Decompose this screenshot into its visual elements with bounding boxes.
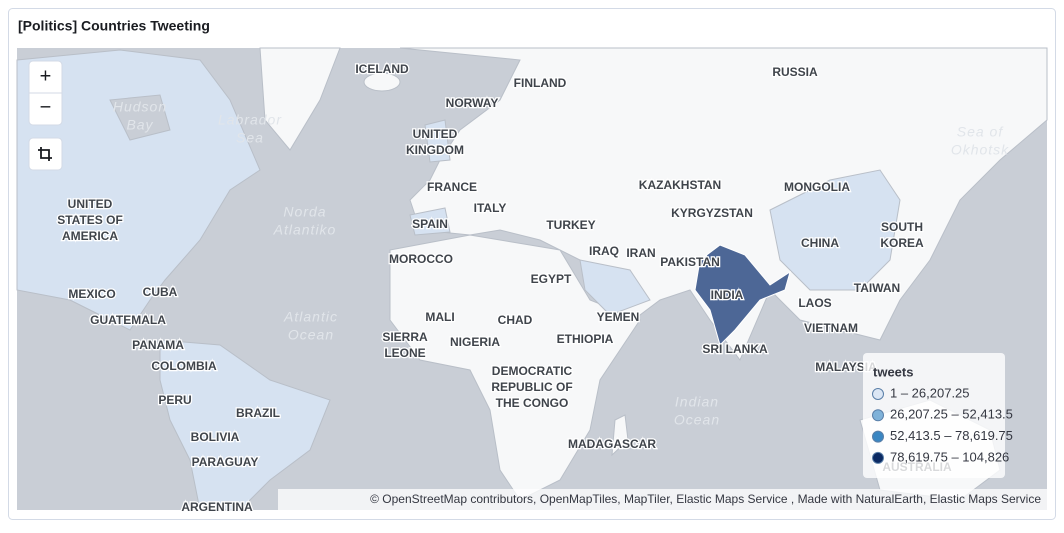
country-label: THE CONGO [496, 396, 569, 410]
zoom-controls: + − [28, 60, 63, 171]
country-label: LAOS [798, 296, 831, 310]
country-label: FRANCE [427, 180, 477, 194]
map-labels: Hudson Bay Labrador Sea Sea of Okhotsk Norda At… [56, 61, 1009, 516]
legend-swatch [872, 388, 884, 400]
country-label: MOROCCO [389, 252, 453, 266]
crop-icon [38, 147, 52, 161]
country-label: COLOMBIA [151, 359, 217, 373]
panel-title: [Politics] Countries Tweeting [18, 18, 210, 34]
country-label: CHINA [801, 236, 839, 250]
water-label: Sea [236, 130, 264, 146]
country-label: TURKEY [546, 218, 595, 232]
legend-label: 78,619.75 – 104,826 [890, 449, 1009, 464]
zoom-in-button[interactable]: + [40, 65, 52, 87]
country-label: STATES OF [57, 213, 123, 227]
country-label: EGYPT [531, 272, 572, 286]
legend-title: tweets [873, 364, 913, 379]
country-label: GUATEMALA [90, 313, 166, 327]
country-label: LEONE [384, 346, 425, 360]
water-label: Atlantiko [273, 222, 337, 238]
legend-swatch [872, 409, 884, 422]
country-label: NORWAY [446, 96, 499, 110]
legend-label: 26,207.25 – 52,413.5 [890, 407, 1013, 422]
water-label: Sea of [957, 124, 1005, 140]
country-label: TAIWAN [854, 281, 900, 295]
country-label: PARAGUAY [192, 455, 259, 469]
country-label: MONGOLIA [784, 180, 850, 194]
country-label: YEMEN [597, 310, 640, 324]
water-label: Okhotsk [951, 142, 1009, 158]
legend: tweets 1 – 26,207.25 26,207.25 – 52,413.5… [863, 353, 1013, 478]
country-label: CUBA [143, 285, 178, 299]
legend-swatch [872, 430, 884, 443]
fit-bounds-button[interactable] [28, 137, 63, 171]
country-label: ITALY [474, 201, 507, 215]
water-label: Labrador [218, 112, 282, 128]
country-label: UNITED [68, 197, 113, 211]
country-label: VIETNAM [804, 321, 858, 335]
water-label: Hudson [113, 99, 167, 115]
country-label: REPUBLIC OF [491, 380, 572, 394]
country-label: PERU [158, 393, 191, 407]
country-label: IRAN [626, 246, 655, 260]
attribution-bar [278, 489, 1047, 510]
country-label: ETHIOPIA [557, 332, 614, 346]
country-label: MALAYSIA [815, 360, 877, 374]
country-label: PANAMA [132, 338, 184, 352]
attribution: © OpenStreetMap contributors, OpenMapTil… [370, 492, 1041, 506]
country-label: MADAGASCAR [568, 437, 656, 451]
water-label: Ocean [288, 327, 334, 343]
country-label: SOUTH [881, 220, 923, 234]
water-label: Bay [126, 117, 153, 133]
legend-box [863, 353, 1005, 478]
country-label: PAKISTAN [660, 255, 720, 269]
country-label: RUSSIA [772, 65, 818, 79]
country-label: IRAQ [589, 244, 619, 258]
country-label: UNITED [413, 127, 458, 141]
legend-label: 1 – 26,207.25 [890, 385, 970, 400]
country-label: ARGENTINA [181, 500, 253, 514]
country-label: SPAIN [412, 217, 448, 231]
country-label: BOLIVIA [191, 430, 240, 444]
country-label: FINLAND [514, 76, 567, 90]
legend-label: 52,413.5 – 78,619.75 [890, 428, 1013, 443]
water-label: Atlantic [283, 309, 338, 325]
country-label: AMERICA [62, 229, 118, 243]
country-label: SIERRA [382, 330, 428, 344]
country-label: KINGDOM [406, 143, 464, 157]
water-label: Norda [283, 204, 326, 220]
country-label: SRI LANKA [702, 342, 768, 356]
water-label: Ocean [674, 412, 720, 428]
country-label: ICELAND [355, 62, 409, 76]
country-label: KYRGYZSTAN [671, 206, 753, 220]
country-label: INDIA [711, 288, 744, 302]
country-label: MALI [425, 310, 454, 324]
country-label: KAZAKHSTAN [639, 178, 721, 192]
land [16, 47, 1048, 511]
water-label: Indian [675, 394, 719, 410]
country-label: KOREA [880, 236, 924, 250]
zoom-out-button[interactable]: − [40, 96, 52, 118]
country-label: NIGERIA [450, 335, 500, 349]
country-label: DEMOCRATIC [492, 364, 573, 378]
map[interactable]: Hudson Bay Labrador Sea Sea of Okhotsk Norda At… [16, 47, 1048, 516]
country-label: BRAZIL [236, 406, 280, 420]
country-label: CHAD [498, 313, 533, 327]
legend-swatch [872, 451, 884, 464]
country-label: MEXICO [68, 287, 115, 301]
